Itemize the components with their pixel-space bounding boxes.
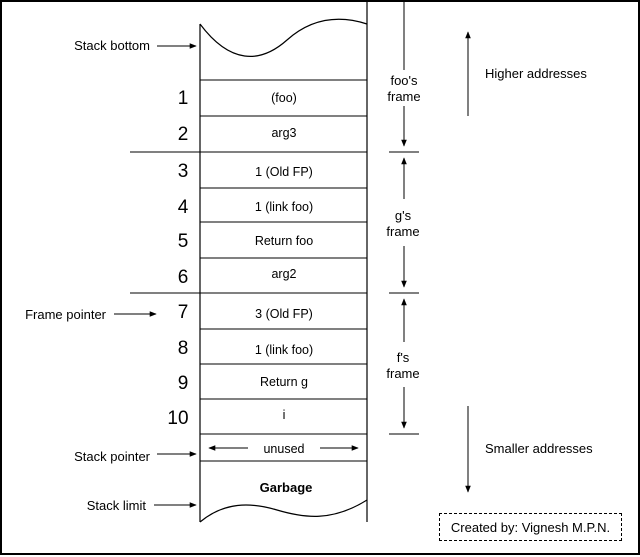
cell-number: 2 [178,124,189,145]
cell-number: 6 [178,267,189,288]
cell-number: 10 [167,408,188,429]
stack-bottom-wave [199,499,368,523]
cell-text: 3 (Old FP) [255,307,313,321]
cell-text: Return g [260,375,308,389]
g-frame-label: frame [386,224,419,239]
cell-text: i [283,408,286,422]
cell-number: 3 [178,161,189,182]
cell-separators [130,79,367,435]
cell-number: 9 [178,373,189,394]
stack-top-wave [199,18,368,57]
f-frame-label: frame [386,366,419,381]
cell-text: arg3 [271,126,296,140]
cell-text: 1 (link foo) [255,343,313,357]
cell-text: arg2 [271,267,296,281]
stack-pointer-label: Stack pointer [74,449,151,464]
cell-number: 8 [178,338,189,359]
foo-frame-label: foo's [390,73,418,88]
cell-text: (foo) [271,91,297,105]
f-frame-label: f's [397,350,410,365]
cell-number: 4 [178,197,189,218]
frame-pointer-label: Frame pointer [25,307,107,322]
stack-limit-label: Stack limit [87,498,147,513]
smaller-addresses-label: Smaller addresses [485,441,593,456]
cell-number: 1 [178,88,189,109]
credit-box: Created by: Vignesh M.P.N. [439,513,622,541]
garbage-label: Garbage [260,480,313,495]
cell-text: Return foo [255,234,313,248]
frame-brackets [389,2,419,435]
foo-frame-label: frame [387,89,420,104]
credit-text: Created by: Vignesh M.P.N. [450,519,611,535]
higher-addresses-label: Higher addresses [485,66,587,81]
g-frame-label: g's [395,208,412,223]
cell-number: 5 [178,231,189,252]
cell-text: 1 (link foo) [255,200,313,214]
unused-label: unused [263,442,304,456]
cell-number: 7 [178,302,189,323]
stack-bottom-label: Stack bottom [74,38,150,53]
cell-text: 1 (Old FP) [255,165,313,179]
